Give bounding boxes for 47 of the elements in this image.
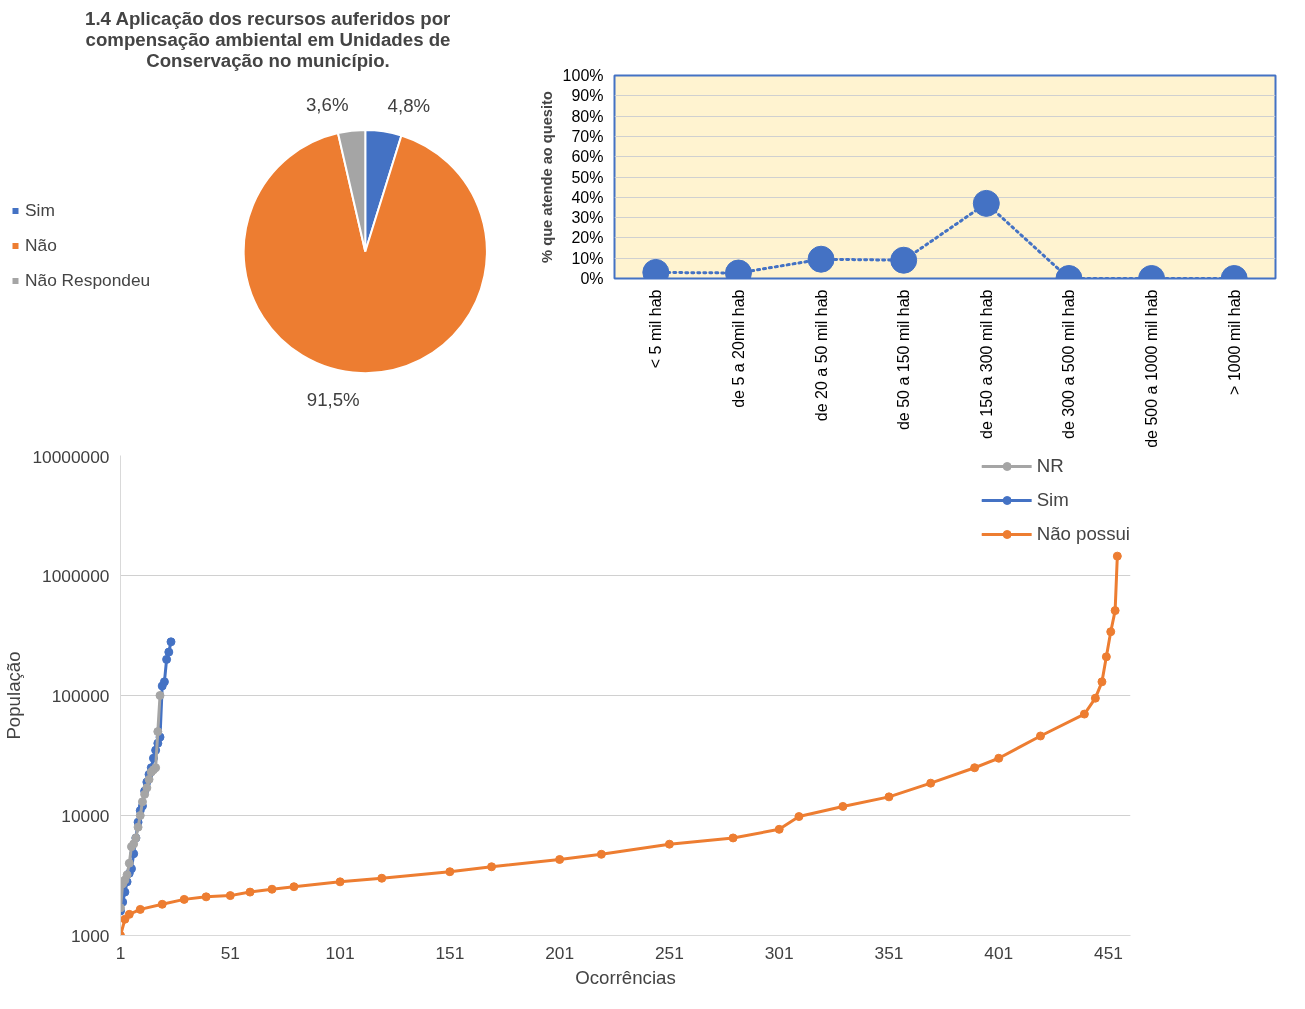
y-tick-label: 100% xyxy=(562,67,604,84)
legend-label: NR xyxy=(1036,455,1064,477)
legend-label: Não Respondeu xyxy=(25,269,151,291)
data-label: 91,5% xyxy=(306,389,360,411)
data-label: 3,6% xyxy=(305,93,349,115)
x-axis-title: Ocorrências xyxy=(575,966,676,988)
y-tick-label: 80% xyxy=(571,107,604,125)
y-tick-label: 90% xyxy=(571,87,604,105)
x-tick-label: 351 xyxy=(874,942,904,963)
x-tick-label: de 500 a 1000 mil hab xyxy=(1143,289,1161,448)
y-tick-label: 10000000 xyxy=(32,446,110,467)
x-tick-label: de 300 a 500 mil hab xyxy=(1060,289,1078,439)
legend-label: Sim xyxy=(1036,489,1069,511)
y-axis-title: População xyxy=(3,651,25,740)
x-tick-label: 451 xyxy=(1094,942,1124,963)
data-label: 4,8% xyxy=(387,94,431,116)
y-axis-title: % que atende ao quesito xyxy=(538,91,555,263)
y-tick-label: 1000 xyxy=(70,925,110,946)
y-tick-label: 100000 xyxy=(51,685,110,706)
x-tick-label: de 20 a 50 mil hab xyxy=(812,289,830,422)
x-tick-label: < 5 mil hab xyxy=(647,289,665,369)
y-tick-label: 1000000 xyxy=(42,565,110,586)
legend-label: Não possui xyxy=(1036,523,1130,545)
x-tick-label: 151 xyxy=(435,942,465,963)
x-tick-label: de 50 a 150 mil hab xyxy=(895,289,913,431)
x-tick-label: 301 xyxy=(764,942,794,963)
y-tick-label: 30% xyxy=(571,209,604,227)
y-tick-label: 50% xyxy=(571,168,604,186)
y-tick-label: 10000 xyxy=(61,805,110,826)
x-tick-label: 1 xyxy=(115,942,126,963)
x-tick-label: 101 xyxy=(325,942,355,963)
x-tick-label: de 150 a 300 mil hab xyxy=(977,289,995,439)
y-tick-label: 0% xyxy=(580,270,604,287)
chart-title: 1.4 Aplicação dos recursos auferidos por compensação ambiental em Unidades de Conservação no município. xyxy=(85,7,451,71)
x-tick-label: > 1000 mil hab xyxy=(1225,289,1243,395)
y-tick-label: 70% xyxy=(571,127,604,145)
y-tick-label: 60% xyxy=(571,148,604,166)
x-tick-label: 201 xyxy=(545,942,575,963)
x-tick-label: 251 xyxy=(654,942,684,963)
y-tick-label: 10% xyxy=(571,249,604,267)
x-tick-label: 401 xyxy=(984,942,1014,963)
y-tick-label: 20% xyxy=(571,229,604,247)
x-tick-label: 51 xyxy=(220,942,240,963)
x-tick-label: de 5 a 20mil hab xyxy=(729,289,747,408)
y-tick-label: 40% xyxy=(571,188,604,206)
legend-label: Sim xyxy=(25,199,55,221)
legend-label: Não xyxy=(25,234,57,256)
